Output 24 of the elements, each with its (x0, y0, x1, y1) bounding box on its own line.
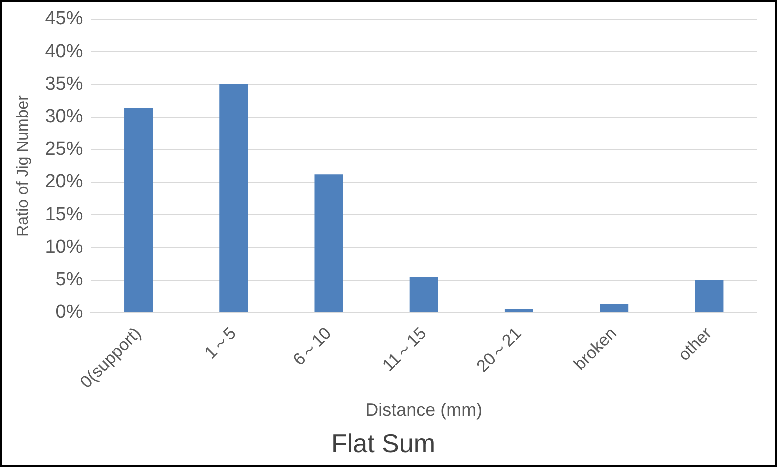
x-tick-label: 11～15 (378, 324, 430, 376)
x-tick-label: 20～21 (473, 324, 526, 376)
x-tick-label: 1～5 (201, 324, 240, 363)
y-tick-label: 30% (45, 106, 84, 128)
y-tick-label: 0% (56, 302, 84, 324)
bar (504, 309, 534, 312)
bar (600, 304, 629, 312)
y-tick-label: 10% (45, 236, 84, 258)
y-tick-label: 40% (45, 41, 84, 62)
bar (410, 277, 438, 312)
bar (220, 84, 248, 312)
text: Flat Sum (331, 428, 436, 459)
y-tick-label: 20% (45, 172, 84, 193)
x-axis-title: Distance (mm) (366, 400, 483, 420)
y-tick-label: 5% (56, 270, 84, 291)
y-tick-label: 45% (45, 8, 84, 30)
bar (124, 108, 154, 312)
bar (695, 280, 724, 312)
y-axis-title: Ratio of Jig Number (15, 94, 32, 237)
x-tick-label: 6～10 (290, 324, 336, 370)
bar (314, 174, 344, 312)
y-tick-label: 15% (45, 204, 84, 226)
y-tick-label: 25% (45, 139, 84, 160)
y-tick-label: 35% (45, 74, 84, 95)
